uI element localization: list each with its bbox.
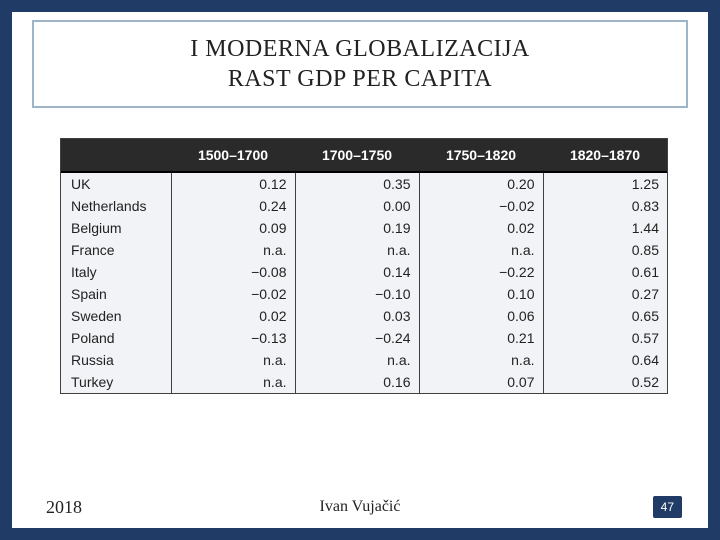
gdp-table: 1500–1700 1700–1750 1750–1820 1820–1870 …	[61, 139, 667, 393]
col-header-1820-1870: 1820–1870	[543, 139, 667, 172]
table-row: Francen.a.n.a.n.a.0.85	[61, 239, 667, 261]
col-header-empty	[61, 139, 171, 172]
row-label: Sweden	[61, 305, 171, 327]
cell-value: n.a.	[171, 349, 295, 371]
cell-value: 0.83	[543, 195, 667, 217]
slide-title-box: I MODERNA GLOBALIZACIJA RAST GDP PER CAP…	[32, 20, 688, 108]
cell-value: 0.12	[171, 172, 295, 195]
row-label: Netherlands	[61, 195, 171, 217]
cell-value: −0.02	[171, 283, 295, 305]
slide-number-badge: 47	[653, 496, 682, 518]
cell-value: 0.07	[419, 371, 543, 393]
cell-value: 0.02	[419, 217, 543, 239]
cell-value: 0.02	[171, 305, 295, 327]
cell-value: n.a.	[295, 349, 419, 371]
table-row: Russian.a.n.a.n.a.0.64	[61, 349, 667, 371]
gdp-table-container: 1500–1700 1700–1750 1750–1820 1820–1870 …	[60, 138, 668, 394]
cell-value: 0.06	[419, 305, 543, 327]
footer-author: Ivan Vujačić	[320, 498, 401, 516]
col-header-1700-1750: 1700–1750	[295, 139, 419, 172]
table-row: Sweden0.020.030.060.65	[61, 305, 667, 327]
cell-value: −0.10	[295, 283, 419, 305]
cell-value: 1.44	[543, 217, 667, 239]
table-row: UK0.120.350.201.25	[61, 172, 667, 195]
col-header-1750-1820: 1750–1820	[419, 139, 543, 172]
title-line-1: I MODERNA GLOBALIZACIJA	[44, 34, 676, 64]
cell-value: 0.27	[543, 283, 667, 305]
table-row: Italy−0.080.14−0.220.61	[61, 261, 667, 283]
cell-value: 0.19	[295, 217, 419, 239]
table-row: Belgium0.090.190.021.44	[61, 217, 667, 239]
cell-value: 0.35	[295, 172, 419, 195]
cell-value: 0.64	[543, 349, 667, 371]
cell-value: 1.25	[543, 172, 667, 195]
row-label: Spain	[61, 283, 171, 305]
row-label: Italy	[61, 261, 171, 283]
cell-value: n.a.	[171, 239, 295, 261]
footer-year: 2018	[46, 497, 82, 518]
cell-value: 0.09	[171, 217, 295, 239]
cell-value: 0.16	[295, 371, 419, 393]
table-body: UK0.120.350.201.25Netherlands0.240.00−0.…	[61, 172, 667, 393]
cell-value: 0.21	[419, 327, 543, 349]
row-label: Russia	[61, 349, 171, 371]
row-label: France	[61, 239, 171, 261]
cell-value: 0.00	[295, 195, 419, 217]
cell-value: −0.13	[171, 327, 295, 349]
table-row: Spain−0.02−0.100.100.27	[61, 283, 667, 305]
table-row: Netherlands0.240.00−0.020.83	[61, 195, 667, 217]
cell-value: 0.14	[295, 261, 419, 283]
cell-value: 0.10	[419, 283, 543, 305]
cell-value: 0.61	[543, 261, 667, 283]
row-label: Poland	[61, 327, 171, 349]
table-row: Turkeyn.a.0.160.070.52	[61, 371, 667, 393]
row-label: Belgium	[61, 217, 171, 239]
cell-value: 0.65	[543, 305, 667, 327]
row-label: UK	[61, 172, 171, 195]
cell-value: 0.03	[295, 305, 419, 327]
cell-value: −0.02	[419, 195, 543, 217]
table-header-row: 1500–1700 1700–1750 1750–1820 1820–1870	[61, 139, 667, 172]
cell-value: n.a.	[419, 349, 543, 371]
cell-value: n.a.	[295, 239, 419, 261]
cell-value: 0.52	[543, 371, 667, 393]
cell-value: −0.24	[295, 327, 419, 349]
cell-value: 0.20	[419, 172, 543, 195]
slide-footer: 2018 Ivan Vujačić 47	[12, 496, 708, 518]
cell-value: 0.24	[171, 195, 295, 217]
table-row: Poland−0.13−0.240.210.57	[61, 327, 667, 349]
cell-value: 0.57	[543, 327, 667, 349]
cell-value: n.a.	[419, 239, 543, 261]
cell-value: −0.22	[419, 261, 543, 283]
cell-value: n.a.	[171, 371, 295, 393]
cell-value: 0.85	[543, 239, 667, 261]
col-header-1500-1700: 1500–1700	[171, 139, 295, 172]
title-line-2: RAST GDP PER CAPITA	[44, 64, 676, 94]
cell-value: −0.08	[171, 261, 295, 283]
row-label: Turkey	[61, 371, 171, 393]
